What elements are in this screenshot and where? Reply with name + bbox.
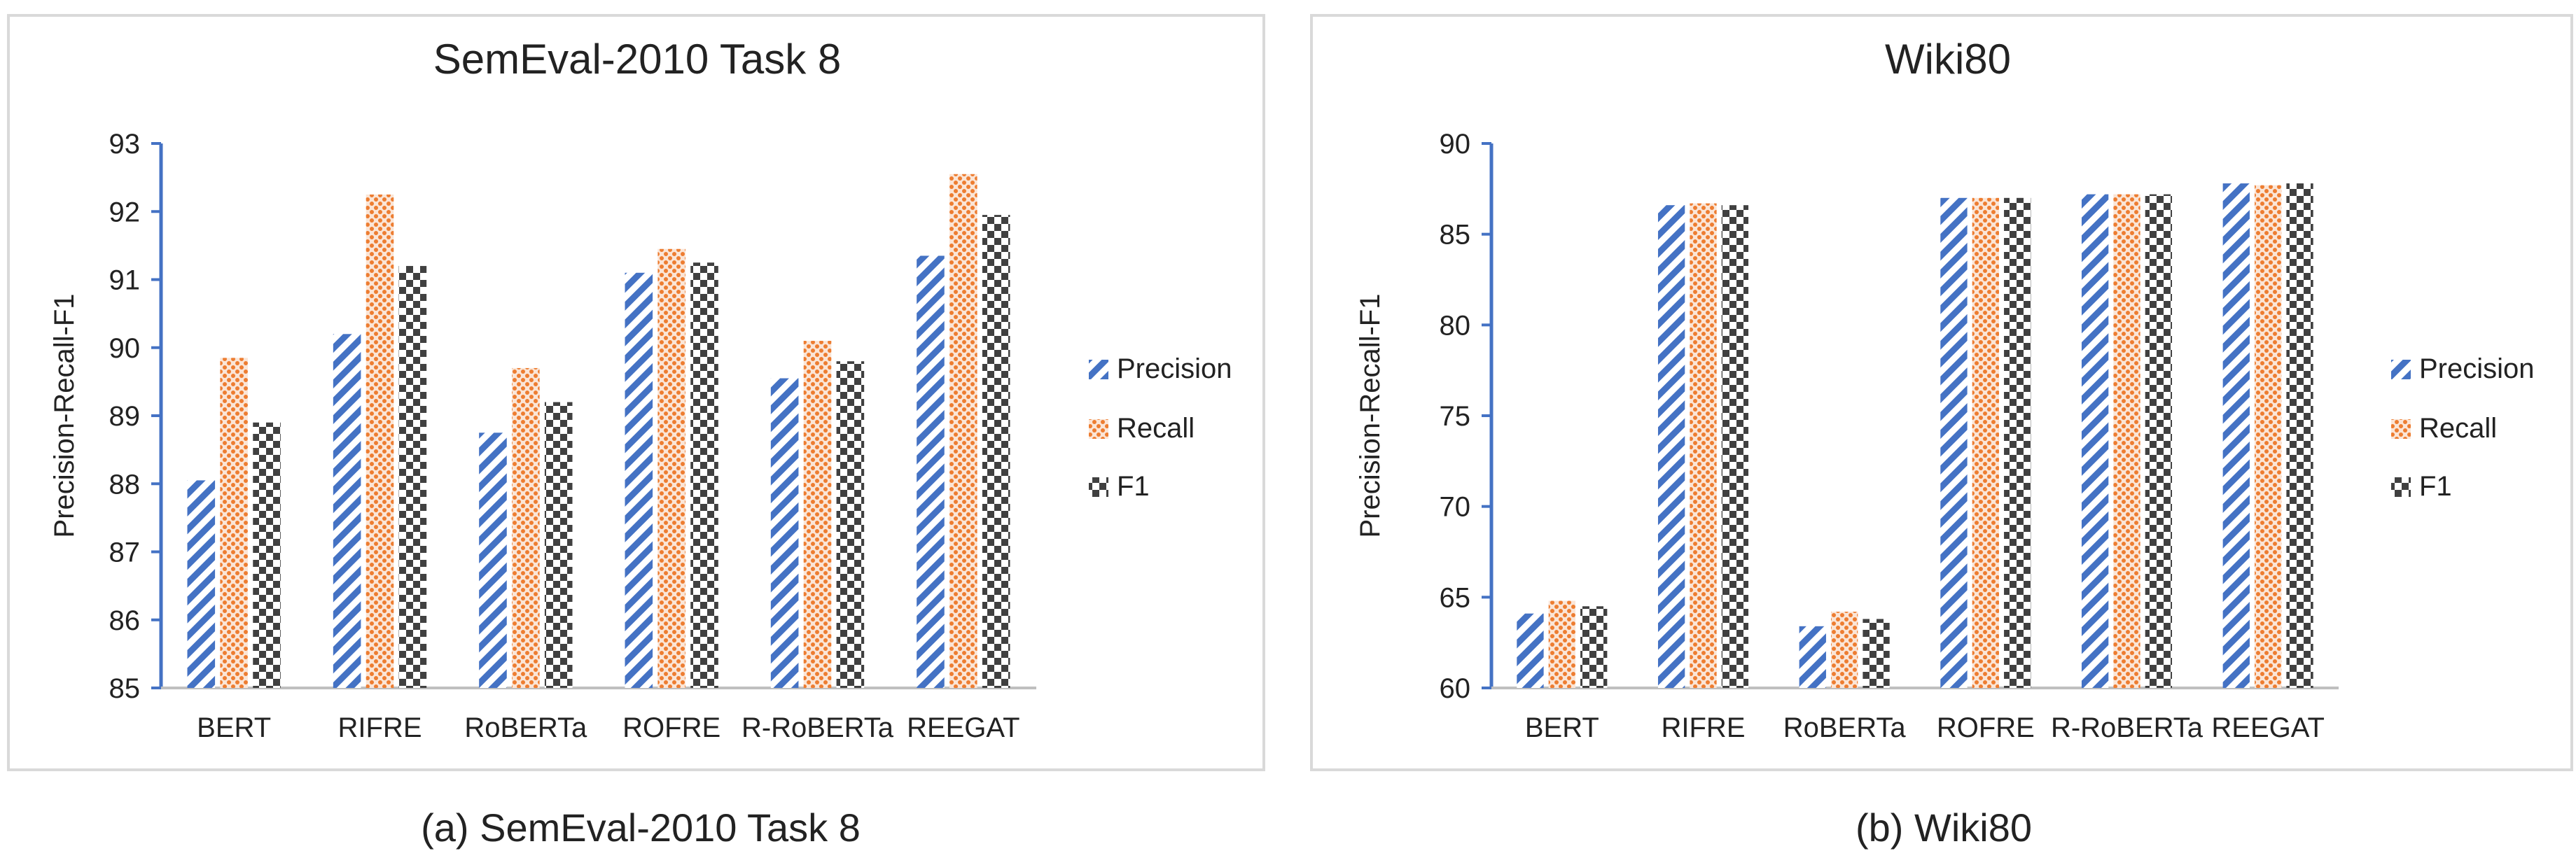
y-tick-label: 90: [109, 333, 141, 364]
bar-precision-r-roberta: [770, 378, 799, 688]
bar-f1-rifre: [398, 266, 427, 688]
legend-swatch-precision: [1089, 360, 1108, 379]
chart-title: SemEval-2010 Task 8: [433, 36, 842, 83]
y-tick-label: 88: [109, 469, 141, 500]
legend-swatch-recall: [1089, 419, 1108, 439]
bar-f1-bert: [1580, 606, 1608, 688]
y-tick-label: 89: [109, 401, 141, 432]
bar-f1-rofre: [2004, 197, 2031, 688]
y-tick-label: 92: [109, 197, 141, 227]
bar-recall-r-roberta: [803, 341, 832, 688]
bar-f1-rifre: [1721, 205, 1749, 688]
bar-recall-rifre: [365, 194, 394, 688]
bar-precision-roberta: [1799, 626, 1826, 688]
bar-precision-reegat: [917, 255, 945, 688]
legend-swatch-f1: [1089, 477, 1108, 497]
legend-label-f1: F1: [2419, 471, 2452, 502]
x-tick-label: ROFRE: [622, 712, 720, 743]
bar-precision-bert: [187, 480, 216, 688]
x-tick-label: R-RoBERTa: [742, 712, 894, 743]
bar-precision-rofre: [625, 272, 653, 688]
bar-f1-reegat: [2286, 183, 2313, 688]
x-tick-label: RIFRE: [338, 712, 422, 743]
bar-recall-r-roberta: [2113, 194, 2140, 688]
y-tick-label: 80: [1440, 310, 1471, 341]
bar-recall-rofre: [657, 248, 685, 688]
y-tick-label: 93: [109, 129, 141, 160]
bar-f1-r-roberta: [836, 361, 865, 688]
bar-precision-bert: [1517, 613, 1544, 688]
y-axis-label: Precision-Recall-F1: [49, 294, 80, 538]
x-tick-label: R-RoBERTa: [2051, 712, 2203, 743]
bar-recall-roberta: [1831, 612, 1858, 688]
y-tick-label: 90: [1440, 129, 1471, 160]
legend-label-f1: F1: [1117, 471, 1150, 502]
x-tick-label: RoBERTa: [1783, 712, 1907, 743]
y-tick-label: 70: [1440, 492, 1471, 523]
chart-2: Wiki80 60 65 70 75 80 85 90 Precision-Recall-F1 B…: [1310, 14, 2573, 771]
y-tick-label: 91: [109, 265, 141, 296]
y-tick-label: 86: [109, 605, 141, 636]
legend-label-recall: Recall: [2419, 413, 2497, 444]
legend-swatch-precision: [2391, 360, 2411, 379]
bar-f1-r-roberta: [2145, 194, 2173, 688]
bar-f1-roberta: [1863, 619, 1890, 688]
y-tick-label: 65: [1440, 582, 1471, 613]
bar-precision-rofre: [1940, 197, 1968, 688]
bar-f1-roberta: [544, 402, 573, 688]
bar-recall-bert: [1548, 600, 1575, 688]
bar-recall-rofre: [1972, 197, 1999, 688]
y-tick-label: 60: [1440, 673, 1471, 704]
x-tick-label: RoBERTa: [464, 712, 587, 743]
legend-label-precision: Precision: [1117, 353, 1232, 384]
x-tick-label: ROFRE: [1937, 712, 2035, 743]
bar-recall-reegat: [949, 174, 977, 688]
x-tick-label: REEGAT: [907, 712, 1020, 743]
chart-title: Wiki80: [1885, 36, 2011, 83]
bar-f1-reegat: [982, 215, 1010, 688]
bar-precision-roberta: [479, 432, 507, 688]
bar-f1-rofre: [690, 262, 718, 688]
chart-1: SemEval-2010 Task 8 85 86 87 88 89 90 91 92 93 Pre…: [7, 14, 1265, 771]
bar-recall-rifre: [1690, 203, 1717, 689]
bar-recall-bert: [220, 358, 248, 688]
bar-precision-rifre: [1657, 205, 1685, 688]
x-tick-label: RIFRE: [1662, 712, 1746, 743]
bar-f1-bert: [253, 422, 281, 688]
legend-label-recall: Recall: [1117, 413, 1195, 444]
bar-precision-r-roberta: [2081, 194, 2109, 688]
caption-b: (b) Wiki80: [1855, 806, 2033, 850]
bar-precision-rifre: [333, 334, 361, 688]
legend-swatch-recall: [2391, 419, 2411, 439]
bar-recall-reegat: [2255, 185, 2282, 688]
x-tick-label: BERT: [197, 712, 271, 743]
y-tick-label: 85: [1440, 220, 1471, 251]
y-tick-label: 85: [109, 673, 141, 704]
bar-recall-roberta: [512, 367, 540, 688]
legend-swatch-f1: [2391, 477, 2411, 497]
y-tick-label: 75: [1440, 401, 1471, 432]
y-axis-label: Precision-Recall-F1: [1355, 294, 1386, 538]
x-tick-label: REEGAT: [2211, 712, 2325, 743]
caption-a: (a) SemEval-2010 Task 8: [421, 806, 861, 850]
legend-label-precision: Precision: [2419, 353, 2535, 384]
x-tick-label: BERT: [1525, 712, 1599, 743]
bar-precision-reegat: [2222, 183, 2250, 688]
y-tick-label: 87: [109, 537, 141, 568]
